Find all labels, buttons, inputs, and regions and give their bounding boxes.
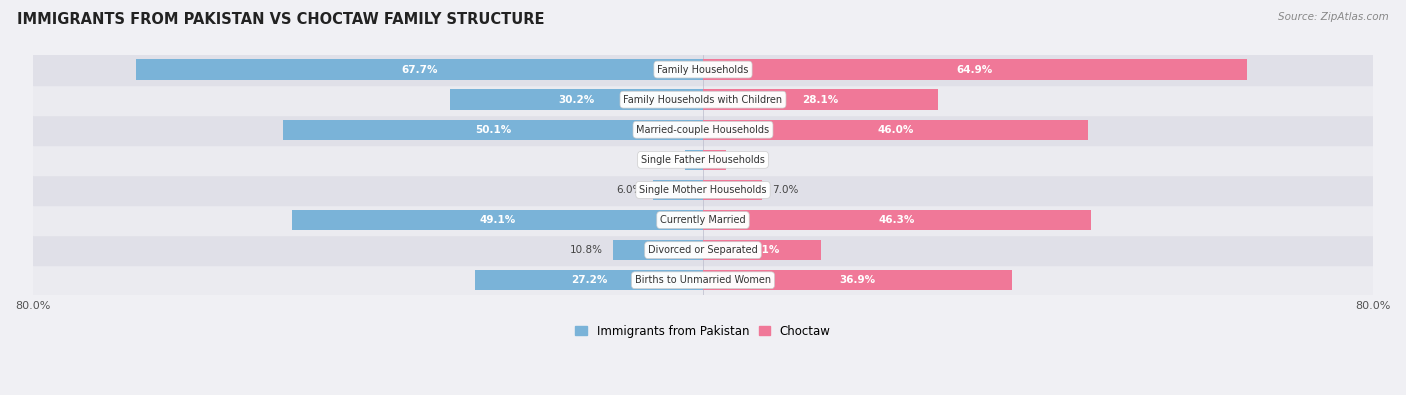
Text: 49.1%: 49.1%	[479, 215, 516, 225]
Text: 46.3%: 46.3%	[879, 215, 915, 225]
Text: 30.2%: 30.2%	[558, 95, 595, 105]
Text: 6.0%: 6.0%	[616, 185, 643, 195]
Text: Single Father Households: Single Father Households	[641, 155, 765, 165]
Bar	[32, 55, 1374, 85]
Text: 64.9%: 64.9%	[956, 64, 993, 75]
Text: 14.1%: 14.1%	[744, 245, 780, 255]
Text: Currently Married: Currently Married	[661, 215, 745, 225]
Text: IMMIGRANTS FROM PAKISTAN VS CHOCTAW FAMILY STRUCTURE: IMMIGRANTS FROM PAKISTAN VS CHOCTAW FAMI…	[17, 12, 544, 27]
Text: 7.0%: 7.0%	[772, 185, 799, 195]
Bar	[283, 120, 703, 140]
Text: Single Mother Households: Single Mother Households	[640, 185, 766, 195]
Bar	[685, 150, 703, 170]
Text: 46.0%: 46.0%	[877, 125, 914, 135]
Text: 50.1%: 50.1%	[475, 125, 512, 135]
Bar	[32, 175, 1374, 205]
Text: 2.7%: 2.7%	[735, 155, 762, 165]
Bar	[450, 89, 703, 110]
Bar	[703, 120, 1088, 140]
Text: 2.1%: 2.1%	[648, 155, 675, 165]
Text: Married-couple Households: Married-couple Households	[637, 125, 769, 135]
Bar	[703, 150, 725, 170]
Legend: Immigrants from Pakistan, Choctaw: Immigrants from Pakistan, Choctaw	[571, 320, 835, 342]
Text: Family Households: Family Households	[658, 64, 748, 75]
Text: Births to Unmarried Women: Births to Unmarried Women	[636, 275, 770, 285]
Text: 28.1%: 28.1%	[803, 95, 839, 105]
Bar	[703, 240, 821, 260]
Bar	[32, 115, 1374, 145]
Text: 67.7%: 67.7%	[401, 64, 437, 75]
Bar	[32, 265, 1374, 295]
Bar	[703, 210, 1091, 230]
Bar	[703, 89, 938, 110]
Text: 10.8%: 10.8%	[569, 245, 602, 255]
Text: Divorced or Separated: Divorced or Separated	[648, 245, 758, 255]
Bar	[32, 85, 1374, 115]
Bar	[703, 270, 1012, 290]
Bar	[652, 180, 703, 200]
Text: Source: ZipAtlas.com: Source: ZipAtlas.com	[1278, 12, 1389, 22]
Bar	[136, 59, 703, 80]
Bar	[613, 240, 703, 260]
Text: 36.9%: 36.9%	[839, 275, 876, 285]
Bar	[291, 210, 703, 230]
Bar	[703, 59, 1247, 80]
Bar	[475, 270, 703, 290]
Bar	[703, 180, 762, 200]
Text: 27.2%: 27.2%	[571, 275, 607, 285]
Text: Family Households with Children: Family Households with Children	[623, 95, 783, 105]
Bar	[32, 145, 1374, 175]
Bar	[32, 235, 1374, 265]
Bar	[32, 205, 1374, 235]
